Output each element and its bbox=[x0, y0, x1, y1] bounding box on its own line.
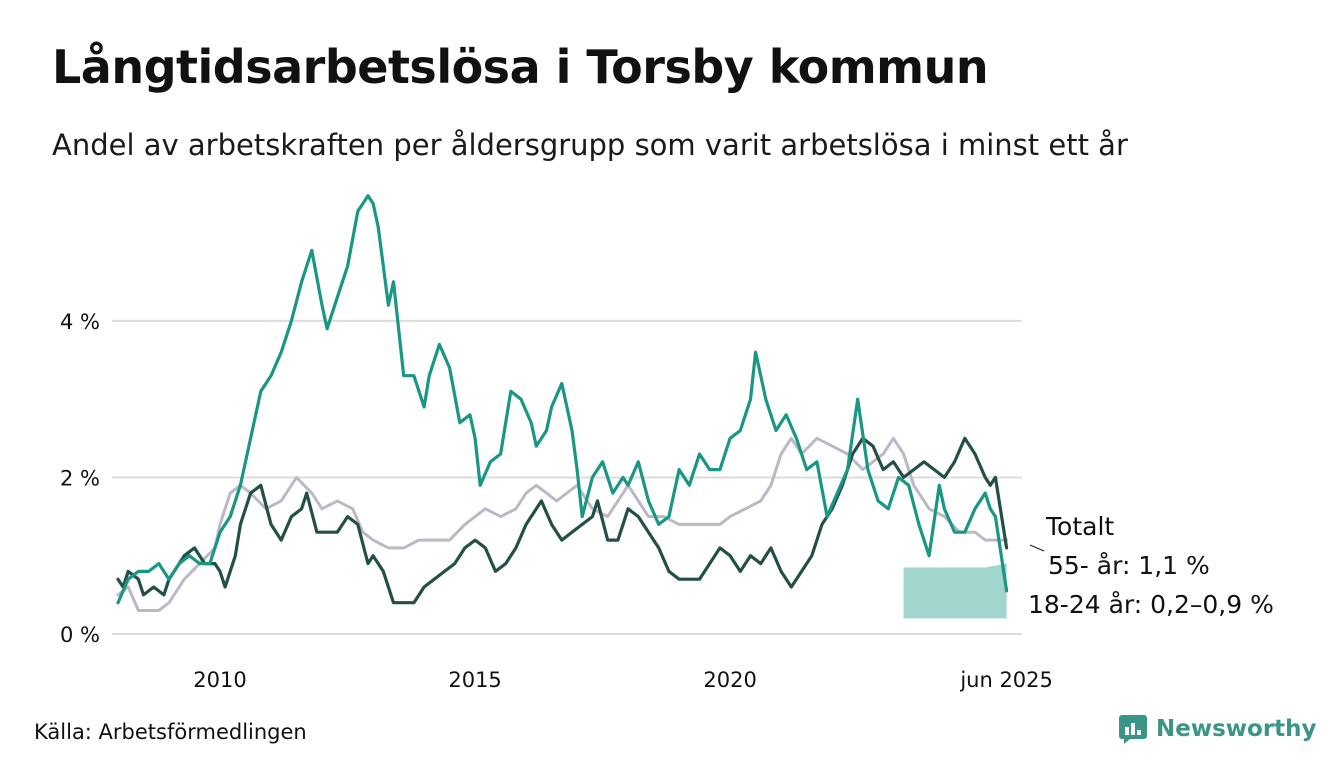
x-tick-label-0: 2010 bbox=[193, 668, 246, 692]
total-leader-line bbox=[1029, 544, 1045, 552]
series-line-total bbox=[116, 436, 1009, 612]
end-label-total: Totalt bbox=[1045, 512, 1114, 541]
end-label-young: 18-24 år: 0,2–0,9 % bbox=[1028, 590, 1274, 619]
source-note: Källa: Arbetsförmedlingen bbox=[34, 720, 307, 744]
x-tick-label-3: jun 2025 bbox=[959, 668, 1053, 692]
y-tick-label-1: 2 % bbox=[60, 466, 100, 490]
series-line-old bbox=[116, 436, 1009, 605]
chart-subtitle: Andel av arbetskraften per åldersgrupp s… bbox=[52, 128, 1128, 162]
uncertainty-band bbox=[903, 563, 1007, 619]
grid-lines bbox=[112, 319, 1022, 635]
series-line-young bbox=[116, 194, 1009, 605]
newsworthy-logo-icon bbox=[1119, 715, 1147, 744]
end-labels: Totalt 55- år: 1,1 % 18-24 år: 0,2–0,9 % bbox=[1028, 512, 1274, 619]
brand-name: Newsworthy bbox=[1156, 716, 1317, 742]
x-tick-label-1: 2015 bbox=[448, 668, 501, 692]
series-layer bbox=[116, 194, 1009, 612]
y-tick-label-0: 0 % bbox=[60, 623, 100, 647]
uncertainty-band-layer bbox=[903, 563, 1007, 619]
brand-logo: Newsworthy bbox=[1118, 714, 1317, 744]
y-axis-ticks: 0 % 2 % 4 % bbox=[60, 310, 100, 647]
chart-title: Långtidsarbetslösa i Torsby kommun bbox=[52, 40, 989, 94]
x-tick-label-2: 2020 bbox=[703, 668, 756, 692]
y-tick-label-2: 4 % bbox=[60, 310, 100, 334]
x-axis-ticks: 2010 2015 2020 jun 2025 bbox=[193, 668, 1053, 692]
end-label-old: 55- år: 1,1 % bbox=[1048, 551, 1210, 580]
